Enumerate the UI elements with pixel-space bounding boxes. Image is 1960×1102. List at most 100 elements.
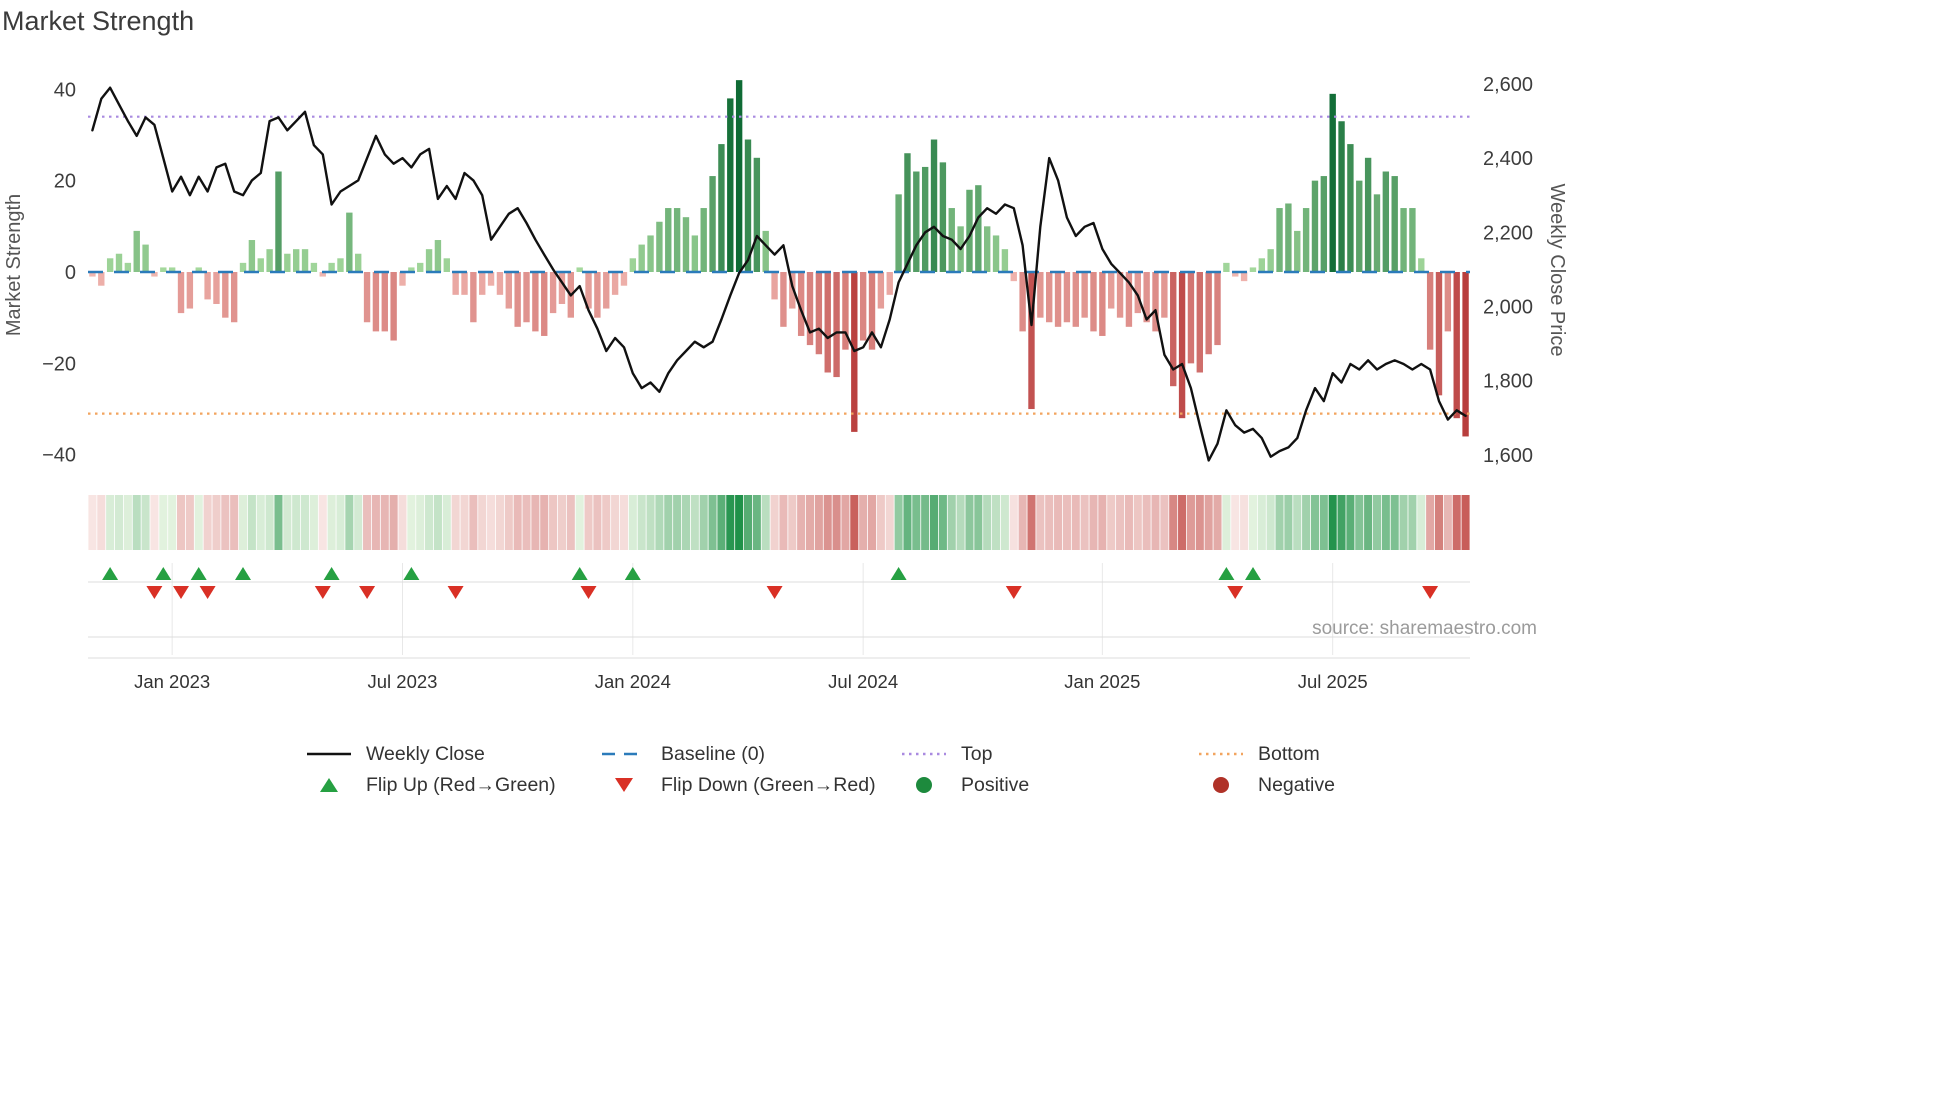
weekly-close-line [91, 86, 1467, 462]
heatmap-cell [735, 495, 744, 550]
heatmap-cell [1443, 495, 1452, 550]
strength-bar [833, 272, 840, 378]
heatmap-cell [983, 495, 992, 550]
strength-bar [363, 272, 371, 323]
x-tick-label: Jan 2023 [134, 671, 210, 692]
strength-bar [1400, 208, 1407, 272]
strength-bar [434, 240, 442, 272]
heatmap-cell [947, 495, 956, 550]
strength-bar [275, 171, 282, 272]
heatmap-cell [1461, 495, 1470, 550]
strength-bar [665, 208, 672, 272]
x-tick-label: Jan 2024 [595, 671, 671, 692]
strength-bar [195, 267, 202, 272]
strength-bar [576, 267, 583, 272]
heatmap-cell [841, 495, 850, 550]
flip-up-marker [190, 567, 207, 580]
heatmap-cell [1116, 495, 1125, 550]
heatmap-cell [1293, 495, 1302, 550]
heatmap-cell [97, 495, 106, 550]
heatmap-cell [974, 495, 983, 550]
left-y-tick-label: 40 [54, 79, 76, 101]
strength-bar [301, 249, 309, 272]
heatmap-cell [965, 495, 974, 550]
x-tick-label: Jan 2025 [1064, 671, 1140, 692]
strength-bar [1072, 272, 1079, 327]
strength-bar [399, 272, 406, 286]
strength-bar [1178, 272, 1186, 419]
flip-down-marker [199, 586, 216, 599]
flip-down-marker [1227, 586, 1244, 599]
strength-bar [1240, 272, 1248, 282]
heatmap-cell [1319, 495, 1328, 550]
heatmap-cell [1098, 495, 1107, 550]
heatmap-cell [1071, 495, 1080, 550]
heatmap-cell [301, 495, 310, 550]
heatmap-cell [611, 495, 620, 550]
legend-item-positive: Positive [900, 772, 1029, 798]
strength-bar [1285, 203, 1292, 272]
strength-bar [718, 144, 725, 272]
strength-bar [346, 212, 353, 272]
strength-bar [1037, 272, 1044, 318]
heatmap-cell [1045, 495, 1054, 550]
heatmap-cell [1231, 495, 1240, 550]
strength-bar [133, 230, 140, 272]
heatmap-cell [1107, 495, 1116, 550]
heatmap-cell [106, 495, 115, 550]
heatmap-cell [859, 495, 868, 550]
heatmap-cell [1080, 495, 1089, 550]
positive-swatch-shape [916, 777, 932, 793]
heatmap-cell [371, 495, 380, 550]
strength-bar [1338, 121, 1345, 272]
right-y-tick-label: 2,600 [1483, 74, 1533, 96]
left-y-tick-label: 0 [65, 262, 76, 284]
strength-bar [1019, 272, 1026, 332]
strength-bar [328, 262, 335, 272]
strength-bar [709, 176, 716, 272]
bottom-dotted-swatch [1199, 752, 1243, 756]
heatmap-cell [1337, 495, 1346, 550]
legend-item-flip-down: Flip Down (Green→Red) [600, 772, 876, 798]
heatmap-cell [1169, 495, 1178, 550]
heatmap-cell [398, 495, 407, 550]
source-credit: source: sharemaestro.com [1312, 618, 1537, 639]
strength-bar [505, 272, 512, 309]
heatmap-cell [1248, 495, 1257, 550]
heatmap-cell [513, 495, 522, 550]
strength-bar [541, 272, 548, 336]
heatmap-cell [867, 495, 877, 550]
heatmap-cell [637, 495, 646, 550]
strength-bar [1356, 180, 1363, 272]
legend-label-negative: Negative [1258, 773, 1335, 796]
strength-bar [1258, 258, 1265, 272]
strength-bar [603, 272, 610, 309]
strength-bar [1116, 272, 1124, 318]
heatmap-cell [823, 495, 832, 550]
flip-up-marker [624, 567, 641, 580]
heatmap-cell [176, 495, 186, 550]
strength-bar [381, 272, 388, 332]
heatmap-cell [549, 495, 558, 550]
heatmap-cell [478, 495, 487, 550]
strength-bar [1081, 272, 1088, 318]
strength-bar [975, 185, 982, 272]
heatmap-cell [912, 495, 921, 550]
strength-bar [124, 262, 132, 272]
strength-bar [984, 226, 991, 272]
strength-bar [1108, 272, 1115, 309]
strength-bar [611, 272, 619, 295]
legend-item-flip-up: Flip Up (Red→Green) [305, 772, 556, 798]
heatmap-cell [752, 495, 761, 550]
strength-bar [1426, 272, 1434, 350]
right-y-tick-label: 1,800 [1483, 371, 1533, 393]
flip-down-marker [359, 586, 376, 599]
strength-bar [895, 194, 902, 272]
strength-bar [691, 235, 699, 272]
flip-up-marker [1245, 567, 1261, 580]
heatmap-cell [708, 495, 717, 550]
strength-bar [735, 80, 743, 272]
strength-bar [824, 272, 831, 373]
strength-bar [372, 272, 380, 332]
